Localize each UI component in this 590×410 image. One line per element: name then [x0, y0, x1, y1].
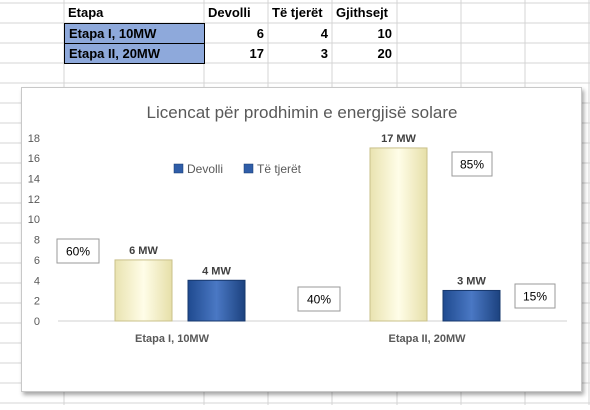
- bars-layer: 6 MW 17 MW 4 MW 3 MW: [114, 133, 501, 322]
- bar-data-label: 6 MW: [129, 245, 158, 257]
- bar-devolli-0[interactable]: [114, 259, 173, 322]
- header-etapa[interactable]: Etapa: [68, 5, 104, 20]
- bar-data-label: 17 MW: [381, 133, 416, 145]
- percent-label-1: 40%: [307, 293, 331, 307]
- row-devolli-2[interactable]: 17: [249, 46, 264, 61]
- y-tick-label: 4: [34, 275, 40, 287]
- bar-data-label: 3 MW: [457, 275, 486, 287]
- embedded-bar-chart[interactable]: Licencat për prodhimin e energjisë solar…: [21, 87, 582, 392]
- bar-data-label: 4 MW: [202, 265, 231, 277]
- row-etapa-2[interactable]: Etapa II, 20MW: [64, 43, 205, 64]
- y-tick-label: 12: [28, 194, 40, 206]
- y-tick-label: 2: [34, 296, 40, 308]
- legend-swatch-1: [243, 163, 254, 174]
- legend-label-1: Të tjerët: [257, 162, 302, 176]
- bar-devolli-1[interactable]: [369, 147, 428, 322]
- chart-title: Licencat për prodhimin e energjisë solar…: [147, 103, 458, 122]
- percent-callouts: 60% 40% 85% 15%: [56, 151, 556, 312]
- legend-swatch-0: [173, 163, 184, 174]
- header-gjithsejt[interactable]: Gjithsejt: [336, 5, 389, 20]
- y-tick-label: 0: [34, 316, 40, 328]
- y-tick-label: 14: [28, 173, 40, 185]
- percent-box-0: [56, 238, 100, 264]
- percent-box-2: [451, 151, 493, 177]
- bar-të-tjerët-0[interactable]: [187, 279, 246, 322]
- chart-canvas: Licencat për prodhimin e energjisë solar…: [28, 103, 567, 345]
- percent-box-3: [514, 283, 556, 309]
- y-tick-label: 6: [34, 255, 40, 267]
- chart-legend[interactable]: Devolli Të tjerët: [173, 162, 302, 176]
- y-tick-label: 16: [28, 153, 40, 165]
- y-tick-label: 8: [34, 235, 40, 247]
- bar-të-tjerët-1[interactable]: [442, 289, 501, 322]
- percent-box-1: [297, 286, 341, 312]
- percent-label-0: 60%: [66, 245, 90, 259]
- y-tick-label: 10: [28, 214, 40, 226]
- x-category-label: Etapa II, 20MW: [388, 333, 466, 345]
- row-gjithsejt-1[interactable]: 10: [377, 26, 392, 41]
- percent-label-2: 85%: [460, 158, 484, 172]
- percent-label-3: 15%: [523, 290, 547, 304]
- header-devolli[interactable]: Devolli: [208, 5, 251, 20]
- row-te-tjeret-2[interactable]: 3: [320, 46, 328, 61]
- header-te-tjeret[interactable]: Të tjerët: [272, 5, 323, 20]
- row-devolli-1[interactable]: 6: [256, 26, 264, 41]
- x-category-label: Etapa I, 10MW: [135, 333, 210, 345]
- row-te-tjeret-1[interactable]: 4: [320, 26, 328, 41]
- row-etapa-1[interactable]: Etapa I, 10MW: [64, 23, 205, 44]
- row-gjithsejt-2[interactable]: 20: [377, 46, 392, 61]
- legend-label-0: Devolli: [187, 162, 223, 176]
- y-tick-label: 18: [28, 133, 40, 145]
